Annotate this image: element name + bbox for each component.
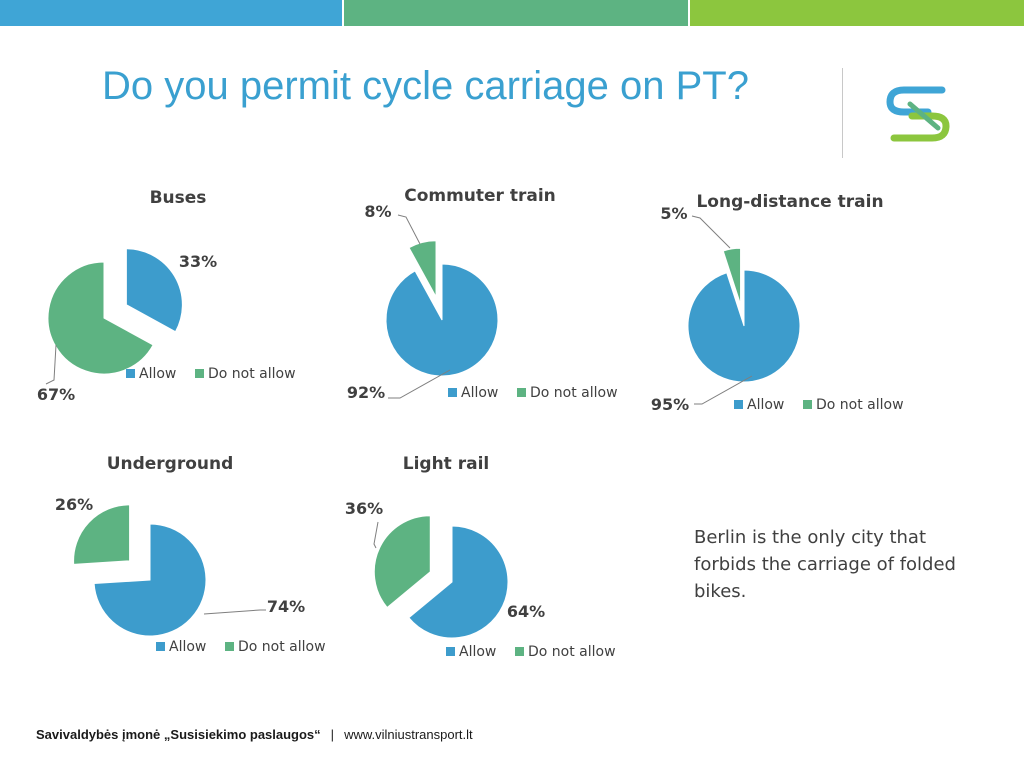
- leader-line-do-not-allow: [691, 215, 731, 249]
- leader-line-do-not-allow: [397, 214, 421, 245]
- data-label-do-not-allow: 8%: [364, 202, 391, 221]
- data-label-allow: 64%: [507, 602, 545, 621]
- legend-swatch-allow: [446, 647, 455, 656]
- data-label-allow: 95%: [651, 395, 689, 414]
- chart-title-light-rail: Light rail: [403, 454, 490, 474]
- pie-chart-light-rail: Light rail 64% 36% Allow Do not allow: [345, 454, 616, 660]
- top-bar-lime: [690, 0, 1024, 26]
- chart-legend: Allow Do not allow: [156, 639, 326, 655]
- leader-line-do-not-allow: [373, 521, 379, 549]
- pie-chart-commuter-train: Commuter train 92% 8% Allow Do not allow: [347, 186, 618, 402]
- legend-label-do-not-allow: Do not allow: [238, 639, 326, 655]
- top-bar-blue: [0, 0, 342, 26]
- data-label-do-not-allow: 36%: [345, 499, 383, 518]
- pie-slice-do-not-allow: [73, 504, 131, 565]
- chart-legend: Allow Do not allow: [446, 644, 616, 660]
- footer-website-link[interactable]: www.vilniustransport.lt: [344, 727, 473, 742]
- leader-line-allow: [694, 375, 753, 405]
- legend-swatch-do-not-allow: [517, 388, 526, 397]
- pie-slice-allow: [687, 269, 801, 383]
- slide-note: Berlin is the only city that forbids the…: [694, 527, 956, 602]
- chart-title-commuter-train: Commuter train: [404, 186, 556, 206]
- pie-chart-buses: Buses 33% 67% Allow Do not allow: [37, 188, 296, 404]
- legend-label-do-not-allow: Do not allow: [530, 385, 618, 401]
- pie-slice-do-not-allow: [722, 247, 742, 305]
- legend-swatch-do-not-allow: [515, 647, 524, 656]
- pie-slice-do-not-allow: [373, 515, 431, 609]
- footer-organization: Savivaldybės įmonė „Susisiekimo paslaugo…: [36, 727, 321, 742]
- data-label-do-not-allow: 26%: [55, 495, 93, 514]
- chart-title-buses: Buses: [150, 188, 207, 208]
- data-label-do-not-allow: 67%: [37, 385, 75, 404]
- legend-swatch-allow: [156, 642, 165, 651]
- slide-title: Do you permit cycle carriage on PT?: [102, 64, 749, 108]
- legend-swatch-allow: [448, 388, 457, 397]
- legend-label-allow: Allow: [747, 397, 784, 413]
- chart-legend: Allow Do not allow: [126, 366, 296, 382]
- chart-legend: Allow Do not allow: [448, 385, 618, 401]
- top-bar-gap: [688, 0, 690, 26]
- company-logo-icon: [886, 86, 950, 142]
- legend-label-allow: Allow: [461, 385, 498, 401]
- pie-slice-allow: [93, 523, 207, 637]
- legend-swatch-allow: [734, 400, 743, 409]
- pie-chart-underground: Underground 74% 26% Allow Do not allow: [55, 454, 326, 655]
- legend-label-allow: Allow: [139, 366, 176, 382]
- footer-separator: |: [330, 727, 335, 742]
- top-bar-green-segment: [344, 0, 688, 26]
- legend-swatch-allow: [126, 369, 135, 378]
- chart-title-long-distance-train: Long-distance train: [696, 192, 883, 212]
- pie-slice-allow: [408, 525, 509, 639]
- top-color-bar: [0, 0, 1024, 26]
- legend-swatch-do-not-allow: [803, 400, 812, 409]
- legend-label-allow: Allow: [459, 644, 496, 660]
- leader-line-allow: [388, 369, 451, 399]
- legend-label-do-not-allow: Do not allow: [208, 366, 296, 382]
- pie-slice-allow: [125, 248, 183, 333]
- pie-chart-long-distance-train: Long-distance train 95% 5% Allow Do not …: [651, 192, 904, 414]
- data-label-allow: 92%: [347, 383, 385, 402]
- legend-label-allow: Allow: [169, 639, 206, 655]
- top-bar-green: [342, 0, 344, 26]
- legend-swatch-do-not-allow: [195, 369, 204, 378]
- leader-line-do-not-allow: [45, 344, 57, 385]
- data-label-allow: 74%: [267, 597, 305, 616]
- chart-legend: Allow Do not allow: [734, 397, 904, 413]
- legend-label-do-not-allow: Do not allow: [528, 644, 616, 660]
- data-label-do-not-allow: 5%: [660, 204, 687, 223]
- legend-label-do-not-allow: Do not allow: [816, 397, 904, 413]
- pie-slice-allow: [385, 263, 499, 377]
- pie-slice-do-not-allow: [408, 240, 437, 297]
- chart-title-underground: Underground: [107, 454, 234, 474]
- footer: Savivaldybės įmonė „Susisiekimo paslaugo…: [36, 727, 473, 742]
- title-divider: [842, 68, 843, 158]
- data-label-allow: 33%: [179, 252, 217, 271]
- legend-swatch-do-not-allow: [225, 642, 234, 651]
- leader-line-allow: [203, 609, 266, 615]
